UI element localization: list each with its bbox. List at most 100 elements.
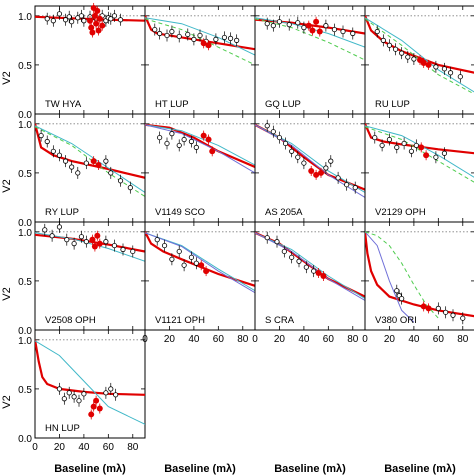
red-data-point (96, 15, 103, 22)
open-data-point (311, 268, 317, 274)
model-curve-cyan (145, 124, 255, 166)
model-curve-blue (145, 124, 255, 174)
open-data-point (188, 138, 195, 145)
open-data-point (164, 140, 170, 147)
open-data-point (350, 30, 356, 37)
open-data-point (117, 17, 124, 23)
red-data-point (205, 42, 212, 49)
x-tick-label: 0 (252, 334, 258, 345)
open-data-point (157, 134, 163, 141)
open-data-point (276, 134, 283, 141)
red-data-point (91, 243, 98, 250)
open-data-point (127, 185, 133, 191)
panel-title-label: HT LUP (155, 99, 189, 110)
open-data-point (69, 164, 75, 170)
open-data-point (340, 28, 346, 35)
red-data-point (308, 167, 315, 174)
panel-as-205a: AS 205A (254, 113, 366, 223)
open-data-point (111, 242, 118, 249)
red-data-point (205, 136, 212, 143)
open-data-point (328, 158, 334, 164)
y-axis-label-row-3: V2 (1, 287, 13, 300)
panel-title-label: HN LUP (45, 423, 80, 434)
panel-frame (254, 5, 366, 115)
panel-frame (364, 221, 474, 331)
x-axis-label-col-4: Baseline (mλ) (384, 463, 456, 475)
open-data-point (38, 133, 44, 139)
panel-title-label: RY LUP (45, 207, 79, 218)
open-data-point (286, 22, 292, 28)
red-data-point (425, 305, 432, 312)
red-data-point (420, 303, 427, 310)
red-data-point (91, 12, 98, 19)
panel-ht-lup: HT LUP (144, 5, 256, 115)
panel-s-cra: 0 20 40 60 80 S CRA (252, 221, 366, 345)
open-data-point (62, 17, 69, 23)
model-curve-blue (365, 231, 415, 323)
open-data-point (435, 305, 441, 311)
red-data-point (320, 273, 327, 279)
model-curve-green_dashed (365, 231, 439, 319)
x-axis-label-col-3: Baseline (mλ) (274, 463, 346, 475)
open-data-point (117, 178, 124, 184)
x-tick-label: 40 (188, 334, 200, 345)
y-tick-label: 0.5 (18, 277, 32, 288)
model-curves (365, 231, 474, 323)
open-data-point (111, 13, 118, 19)
open-data-point (441, 150, 448, 156)
open-data-point (295, 20, 301, 26)
open-data-point (270, 23, 276, 29)
y-tick-label: 0.5 (18, 169, 32, 180)
red-data-point (200, 132, 207, 139)
red-data-point (93, 397, 100, 404)
open-data-point (69, 19, 75, 25)
open-data-point (176, 33, 182, 40)
panel-title-label: V2129 OPH (375, 207, 426, 218)
x-tick-label: 20 (274, 334, 286, 345)
panel-title-label: RU LUP (375, 99, 410, 110)
open-data-point (374, 28, 380, 35)
open-data-point (64, 237, 70, 243)
model-curve-green_dashed (35, 126, 145, 197)
red-data-point (89, 29, 96, 36)
panel-hn-lup: 0.0 0.5 1.0 0 20 40 60 80 HN LUP (18, 329, 146, 453)
open-data-point (270, 129, 276, 135)
model-curve-red (145, 123, 255, 169)
open-data-point (181, 262, 187, 268)
model-curves (145, 231, 255, 294)
red-data-point (200, 40, 207, 47)
open-data-point (221, 34, 228, 41)
open-data-point (75, 170, 81, 176)
open-data-point (169, 28, 175, 35)
x-tick-label: 0 (362, 334, 368, 345)
open-data-point (154, 237, 160, 243)
open-data-point (372, 134, 378, 141)
open-data-point (169, 131, 175, 137)
open-data-point (120, 246, 126, 253)
open-data-point (130, 248, 136, 255)
open-data-point (161, 242, 168, 249)
y-tick-label: 1.0 (18, 228, 32, 239)
open-data-point (323, 23, 329, 29)
open-data-point (301, 160, 307, 166)
panel-v1121-oph: 0 20 40 60 80 V1121 OPH (142, 221, 256, 345)
panel-frame (254, 221, 366, 331)
open-data-point (83, 239, 89, 245)
red-data-point (315, 270, 322, 277)
open-data-point (108, 170, 114, 176)
open-data-point (386, 42, 393, 48)
open-data-point (164, 32, 170, 39)
open-data-point (399, 50, 405, 56)
model-curve-green_dashed (255, 18, 365, 61)
x-tick-label: 40 (298, 334, 310, 345)
x-tick-label: 20 (54, 442, 66, 453)
panel-title-label: TW HYA (45, 99, 82, 110)
open-data-point (460, 315, 466, 321)
x-tick-label: 60 (213, 334, 225, 345)
open-data-point (303, 264, 309, 270)
open-data-point (81, 18, 87, 24)
open-data-point (264, 123, 270, 129)
open-data-point (335, 175, 341, 181)
open-data-point (281, 248, 287, 255)
